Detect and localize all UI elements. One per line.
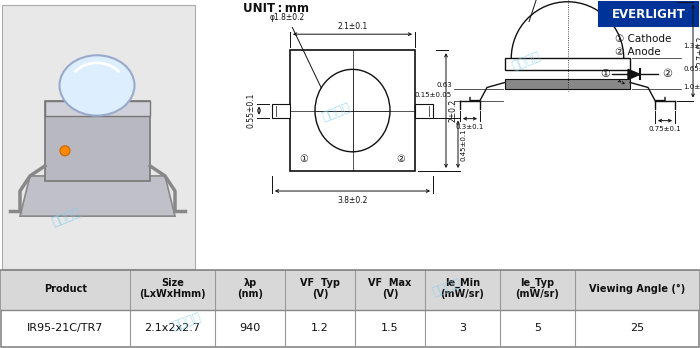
Text: ①: ① <box>300 154 309 164</box>
Text: VF  Max: VF Max <box>368 278 412 288</box>
Text: 3.8±0.2: 3.8±0.2 <box>337 196 368 205</box>
Text: EVERLIGHT: EVERLIGHT <box>612 8 685 21</box>
Text: UNIT : mm: UNIT : mm <box>243 2 309 15</box>
Bar <box>415 104 433 118</box>
Text: 超毅电子: 超毅电子 <box>170 310 202 333</box>
Text: 0.65±0.1: 0.65±0.1 <box>683 66 700 72</box>
Text: 0.15±0.05: 0.15±0.05 <box>415 92 452 98</box>
Text: 超毅电子: 超毅电子 <box>320 100 353 124</box>
Text: (mW/sr): (mW/sr) <box>516 289 559 299</box>
Text: VF  Typ: VF Typ <box>300 278 340 288</box>
Text: (V): (V) <box>382 289 398 299</box>
Bar <box>45 101 150 181</box>
Text: 5: 5 <box>534 323 541 333</box>
Text: (V): (V) <box>312 289 328 299</box>
Text: 940: 940 <box>239 323 260 333</box>
Bar <box>2 5 195 269</box>
Polygon shape <box>628 69 640 79</box>
Text: 0.3±0.1: 0.3±0.1 <box>456 124 484 130</box>
Text: R0.8±0.1: R0.8±0.1 <box>522 0 559 22</box>
Text: 1.0±0.1: 1.0±0.1 <box>683 85 700 90</box>
Bar <box>505 58 630 70</box>
Text: 超毅电子: 超毅电子 <box>50 206 83 229</box>
Bar <box>45 101 150 116</box>
Bar <box>290 50 415 171</box>
Text: 1.5: 1.5 <box>382 323 399 333</box>
Text: 超毅电子: 超毅电子 <box>430 276 463 299</box>
Text: (mW/sr): (mW/sr) <box>440 289 484 299</box>
Text: ②: ② <box>397 154 405 164</box>
Text: Viewing Angle (°): Viewing Angle (°) <box>589 284 685 294</box>
Text: λp: λp <box>244 278 257 288</box>
Text: 25: 25 <box>630 323 644 333</box>
Circle shape <box>60 146 70 156</box>
Ellipse shape <box>315 69 390 152</box>
Text: 0.45±0.1: 0.45±0.1 <box>461 128 467 160</box>
Text: (LxWxHmm): (LxWxHmm) <box>139 289 206 299</box>
Text: Ie_Min: Ie_Min <box>445 278 480 288</box>
Polygon shape <box>20 176 175 216</box>
Text: ②: ② <box>662 69 672 79</box>
Text: 超毅电子: 超毅电子 <box>510 50 542 73</box>
Bar <box>505 79 630 89</box>
Text: φ1.8±0.2: φ1.8±0.2 <box>270 13 321 88</box>
Text: ①: ① <box>600 69 610 79</box>
Bar <box>599 2 698 26</box>
Text: 2±0.2: 2±0.2 <box>449 99 458 122</box>
Text: Product: Product <box>44 284 87 294</box>
Text: 0.55±0.1: 0.55±0.1 <box>247 93 256 128</box>
Text: 2.1x2x2.7: 2.1x2x2.7 <box>144 323 200 333</box>
Text: 0.63: 0.63 <box>436 82 452 88</box>
Text: 1.2: 1.2 <box>311 323 329 333</box>
Text: ① Cathode: ① Cathode <box>615 34 671 44</box>
Ellipse shape <box>60 55 134 116</box>
Text: Size: Size <box>161 278 184 288</box>
Bar <box>272 104 290 118</box>
Text: 0.75±0.1: 0.75±0.1 <box>649 126 681 132</box>
Text: 1.3±0.2: 1.3±0.2 <box>683 42 700 49</box>
Text: ② Anode: ② Anode <box>615 47 661 57</box>
Text: 3: 3 <box>459 323 466 333</box>
Text: Ie_Typ: Ie_Typ <box>520 278 554 288</box>
Text: (nm): (nm) <box>237 289 263 299</box>
Text: 2.7±0.2: 2.7±0.2 <box>696 36 700 66</box>
Text: IR95-21C/TR7: IR95-21C/TR7 <box>27 323 104 333</box>
Bar <box>1 271 699 310</box>
Text: 2.1±0.1: 2.1±0.1 <box>337 22 368 31</box>
